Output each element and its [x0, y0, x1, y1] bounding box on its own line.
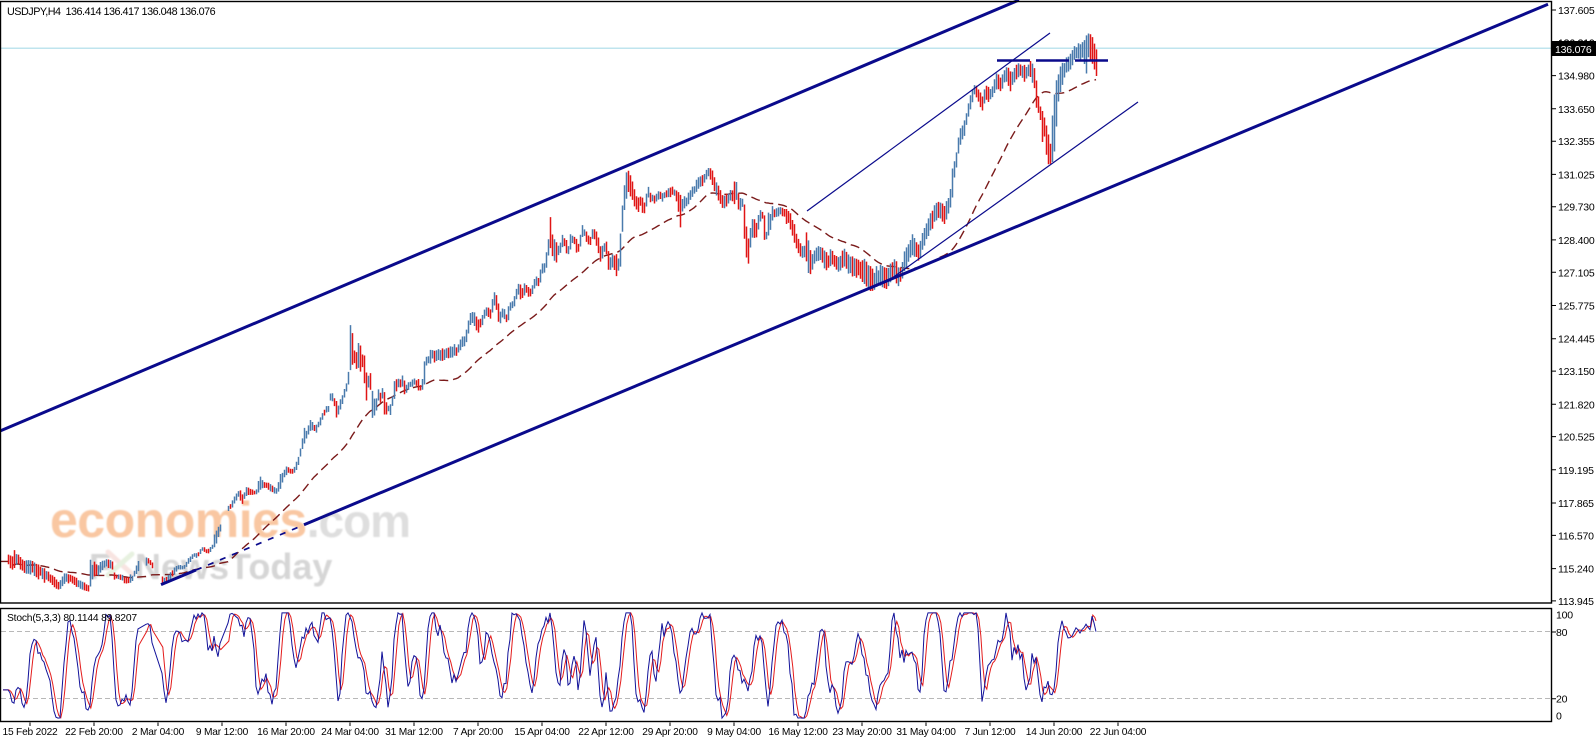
svg-text:31 May 04:00: 31 May 04:00 — [896, 727, 956, 738]
svg-text:22 Apr 12:00: 22 Apr 12:00 — [578, 727, 634, 738]
svg-text:137.605: 137.605 — [1558, 5, 1595, 17]
svg-text:16 Mar 20:00: 16 Mar 20:00 — [257, 727, 315, 738]
svg-text:15 Apr 04:00: 15 Apr 04:00 — [514, 727, 570, 738]
svg-text:80: 80 — [1556, 627, 1568, 639]
svg-text:121.820: 121.820 — [1558, 399, 1595, 411]
svg-text:133.650: 133.650 — [1558, 104, 1595, 116]
svg-text:15 Feb 2022: 15 Feb 2022 — [2, 727, 58, 738]
svg-text:16 May 12:00: 16 May 12:00 — [768, 727, 828, 738]
svg-text:124.445: 124.445 — [1558, 334, 1595, 346]
svg-text:116.570: 116.570 — [1558, 530, 1594, 542]
svg-text:119.195: 119.195 — [1558, 465, 1594, 477]
svg-text:9 May 04:00: 9 May 04:00 — [707, 727, 761, 738]
svg-text:136.076: 136.076 — [1555, 44, 1592, 56]
svg-text:14 Jun 20:00: 14 Jun 20:00 — [1026, 727, 1083, 738]
svg-text:31 Mar 12:00: 31 Mar 12:00 — [385, 727, 443, 738]
svg-text:7 Jun 12:00: 7 Jun 12:00 — [964, 727, 1016, 738]
svg-text:123.150: 123.150 — [1558, 366, 1595, 378]
svg-text:131.025: 131.025 — [1558, 169, 1595, 181]
svg-text:117.865: 117.865 — [1558, 498, 1594, 510]
svg-text:22 Jun 04:00: 22 Jun 04:00 — [1090, 727, 1147, 738]
svg-text:129.730: 129.730 — [1558, 202, 1595, 214]
svg-text:128.400: 128.400 — [1558, 235, 1595, 247]
svg-text:economies.com: economies.com — [50, 492, 410, 548]
svg-text:120.525: 120.525 — [1558, 432, 1595, 444]
svg-text:9 Mar 12:00: 9 Mar 12:00 — [196, 727, 249, 738]
svg-text:127.105: 127.105 — [1558, 267, 1595, 279]
svg-text:23 May 20:00: 23 May 20:00 — [832, 727, 892, 738]
svg-text:22 Feb 20:00: 22 Feb 20:00 — [65, 727, 123, 738]
svg-text:USDJPY,H4 136.414 136.417 136: USDJPY,H4 136.414 136.417 136.048 136.07… — [7, 6, 216, 18]
svg-text:134.980: 134.980 — [1558, 71, 1595, 83]
svg-text:115.240: 115.240 — [1558, 564, 1594, 576]
svg-text:20: 20 — [1556, 694, 1568, 706]
svg-text:113.945: 113.945 — [1558, 596, 1594, 608]
svg-text:29 Apr 20:00: 29 Apr 20:00 — [642, 727, 698, 738]
svg-text:0: 0 — [1556, 711, 1562, 723]
svg-text:24 Mar 04:00: 24 Mar 04:00 — [321, 727, 379, 738]
svg-text:132.355: 132.355 — [1558, 136, 1595, 148]
svg-text:100: 100 — [1556, 610, 1573, 622]
svg-text:7 Apr 20:00: 7 Apr 20:00 — [453, 727, 503, 738]
svg-text:2 Mar 04:00: 2 Mar 04:00 — [132, 727, 185, 738]
svg-text:Stoch(5,3,3) 80.1144 89.8207: Stoch(5,3,3) 80.1144 89.8207 — [7, 613, 137, 624]
svg-text:125.775: 125.775 — [1558, 301, 1595, 313]
